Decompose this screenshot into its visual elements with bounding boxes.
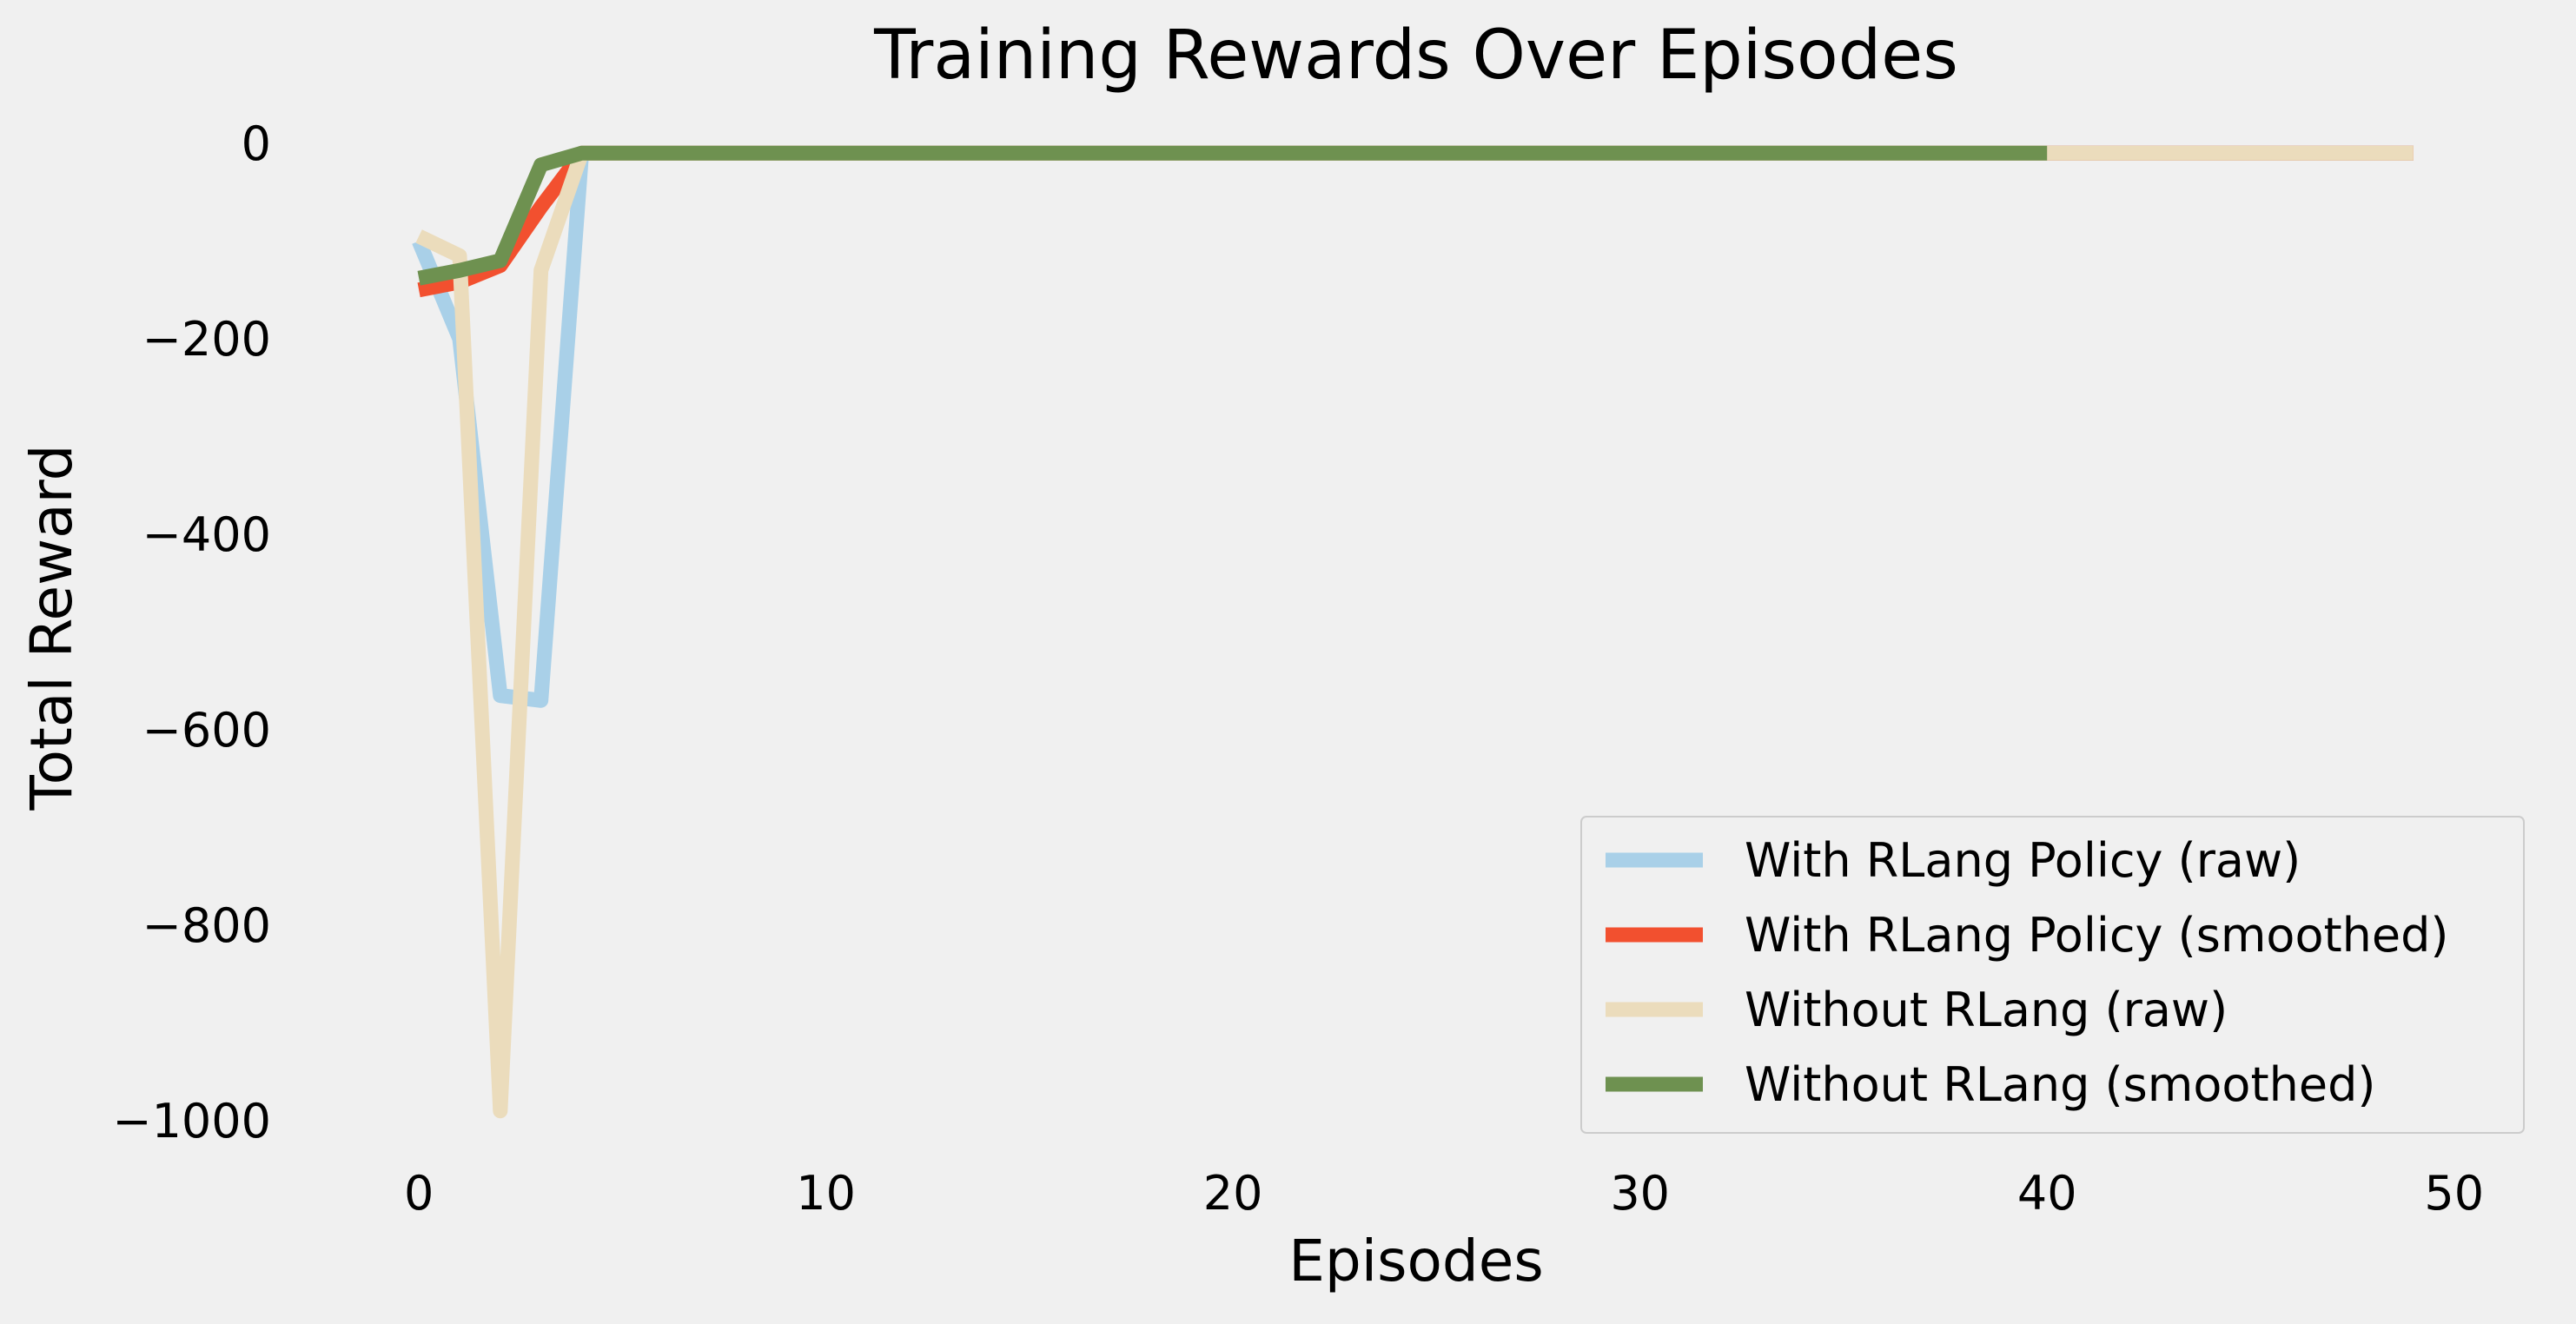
y-tick-label: −1000 [112, 1094, 271, 1149]
x-axis-label: Episodes [1288, 1228, 1544, 1294]
series-layer [412, 145, 2414, 1119]
legend-label-4: Without RLang (smoothed) [1745, 1057, 2375, 1112]
x-tick-label: 30 [1610, 1166, 1670, 1221]
y-tick-label: −800 [142, 898, 271, 953]
series-line-4 [417, 145, 2048, 286]
x-tick-label: 10 [796, 1166, 856, 1221]
legend-label-2: With RLang Policy (smoothed) [1745, 908, 2448, 963]
y-tick-label: −600 [142, 703, 271, 758]
x-tick-label: 0 [404, 1166, 434, 1221]
x-tick-label: 50 [2424, 1166, 2484, 1221]
x-tick-label: 40 [2017, 1166, 2077, 1221]
x-tick-label: 20 [1203, 1166, 1263, 1221]
legend: With RLang Policy (raw) With RLang Policy… [1580, 816, 2525, 1134]
chart-title: Training Rewards Over Episodes [873, 17, 1958, 95]
legend-entries: With RLang Policy (raw) With RLang Policy… [1606, 833, 2448, 1112]
legend-label-3: Without RLang (raw) [1745, 983, 2228, 1037]
y-tick-label: −400 [142, 507, 271, 562]
y-tick-label: −200 [142, 312, 271, 367]
y-tick-labels: 0 −200 −400 −600 −800 −1000 [112, 116, 271, 1149]
y-tick-label: 0 [242, 116, 271, 171]
y-axis-label: Total Reward [18, 445, 85, 811]
legend-label-1: With RLang Policy (raw) [1745, 833, 2301, 888]
legend-frame [1580, 816, 2525, 1134]
x-tick-labels: 0 10 20 30 40 50 [404, 1166, 2484, 1221]
